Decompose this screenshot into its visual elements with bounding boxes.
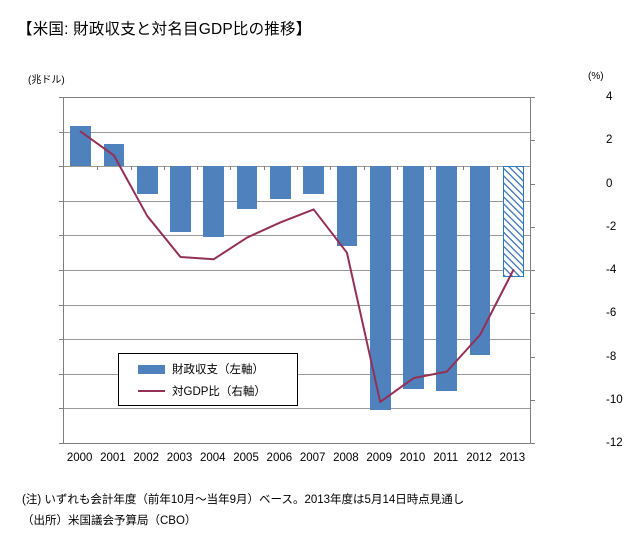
- right-axis-tick-label: -4: [606, 264, 617, 276]
- x-axis-tick-label: 2000: [66, 452, 93, 464]
- bar: [469, 166, 491, 355]
- x-axis-tick-label: 2006: [266, 452, 293, 464]
- x-axis-labels: 2000 2001 2002 2003 2004 2005 2006 2007 2008 2009…: [63, 452, 529, 470]
- x-axis-tick-label: 2010: [399, 452, 426, 464]
- category-tick: [130, 166, 132, 171]
- right-axis-tick-label: 0: [606, 177, 613, 190]
- axis-tick: [530, 356, 535, 358]
- axis-tick: [530, 140, 535, 142]
- chart-legend: 財政収支（左軸） 対GDP比（右軸）: [118, 353, 298, 406]
- note-line: (注) いずれも会計年度（前年10月～当年9月）ベース。2013年度は5月14日…: [22, 494, 465, 506]
- legend-label-balance: 財政収支（左軸）: [172, 364, 264, 376]
- bar: [403, 166, 424, 390]
- right-axis-tick-label: -12: [606, 437, 623, 449]
- category-tick: [297, 166, 298, 171]
- x-axis-tick-label: 2004: [199, 452, 226, 464]
- category-tick: [197, 166, 199, 171]
- legend-item-gdp-ratio: 対GDP比（右軸）: [119, 380, 297, 402]
- x-axis-tick-label: 2008: [333, 452, 359, 464]
- plot-frame-bottom: [64, 443, 530, 444]
- right-axis-tick-label: 4: [606, 91, 613, 103]
- gridline: [64, 408, 530, 410]
- bar: [503, 166, 524, 277]
- category-tick: [363, 166, 365, 171]
- gridline: [64, 270, 530, 271]
- legend-bar-swatch: [138, 364, 165, 374]
- x-axis-tick-label: 2011: [433, 452, 459, 464]
- axis-tick: [530, 97, 535, 98]
- right-axis-tick-label: -2: [606, 220, 617, 233]
- right-axis-tick-label: -8: [606, 350, 617, 363]
- bar: [369, 166, 391, 411]
- bar: [203, 166, 225, 238]
- x-axis-tick-label: 2007: [299, 452, 326, 464]
- x-axis-tick-label: 2009: [366, 452, 392, 464]
- category-tick: [263, 166, 265, 171]
- x-axis-tick-label: 2005: [233, 452, 259, 464]
- category-tick: [463, 166, 465, 171]
- axis-tick: [59, 339, 64, 341]
- category-tick: [330, 166, 332, 171]
- axis-tick: [59, 408, 64, 410]
- legend-label-gdp-ratio: 対GDP比（右軸）: [172, 386, 266, 398]
- bar: [136, 166, 158, 194]
- category-tick: [97, 166, 99, 171]
- bar: [436, 166, 458, 392]
- gridline: [64, 131, 530, 133]
- axis-tick: [530, 270, 535, 271]
- plot-frame-top: [64, 97, 530, 98]
- legend-item-balance: 財政収支（左軸）: [119, 358, 297, 380]
- axis-tick: [59, 200, 64, 202]
- x-axis-tick-label: 2013: [499, 452, 526, 464]
- line-series: [79, 130, 515, 403]
- axis-tick: [59, 235, 64, 237]
- axis-tick: [59, 373, 64, 375]
- category-tick: [430, 166, 432, 171]
- chart-plot-area: 0.40.20.0-0.2-0.4-0.6-0.8-1.0-1.2-1.4-1.…: [59, 91, 623, 449]
- right-axis-tick-label: 2: [606, 134, 613, 147]
- right-axis-tick-label: -6: [606, 307, 617, 320]
- axis-tick: [530, 399, 535, 401]
- source-line: （出所）米国議会予算局（CBO）: [22, 515, 197, 527]
- bar: [270, 166, 291, 200]
- axis-tick: [530, 226, 535, 228]
- gridline: [64, 235, 530, 237]
- category-tick: [496, 166, 498, 171]
- axis-tick: [59, 443, 64, 444]
- bar: [236, 166, 258, 210]
- category-tick: [163, 166, 165, 171]
- right-axis-unit-label: (%): [588, 71, 604, 82]
- axis-tick: [530, 313, 535, 315]
- right-axis-tick-label: -10: [606, 393, 623, 406]
- page-title: 【米国: 財政収支と対名目GDP比の推移】: [17, 21, 312, 38]
- category-tick: [396, 166, 398, 171]
- left-axis-unit-label: (兆ドル): [28, 75, 65, 86]
- axis-tick: [530, 443, 535, 444]
- x-axis-tick-label: 2012: [466, 452, 492, 464]
- bar: [303, 166, 324, 194]
- axis-tick: [530, 183, 535, 185]
- gridline: [64, 339, 530, 341]
- gridline: [64, 304, 530, 306]
- axis-tick: [59, 97, 64, 98]
- gridline: [64, 200, 530, 202]
- legend-line-swatch: [138, 390, 165, 392]
- category-tick: [230, 166, 232, 171]
- bar: [170, 166, 191, 232]
- axis-tick: [59, 270, 64, 271]
- axis-tick: [59, 166, 64, 168]
- x-axis-tick-label: 2001: [100, 452, 126, 464]
- axis-tick: [59, 304, 64, 306]
- axis-tick: [59, 131, 64, 133]
- x-axis-tick-label: 2003: [166, 452, 193, 464]
- x-axis-tick-label: 2002: [133, 452, 159, 464]
- bar: [336, 166, 358, 246]
